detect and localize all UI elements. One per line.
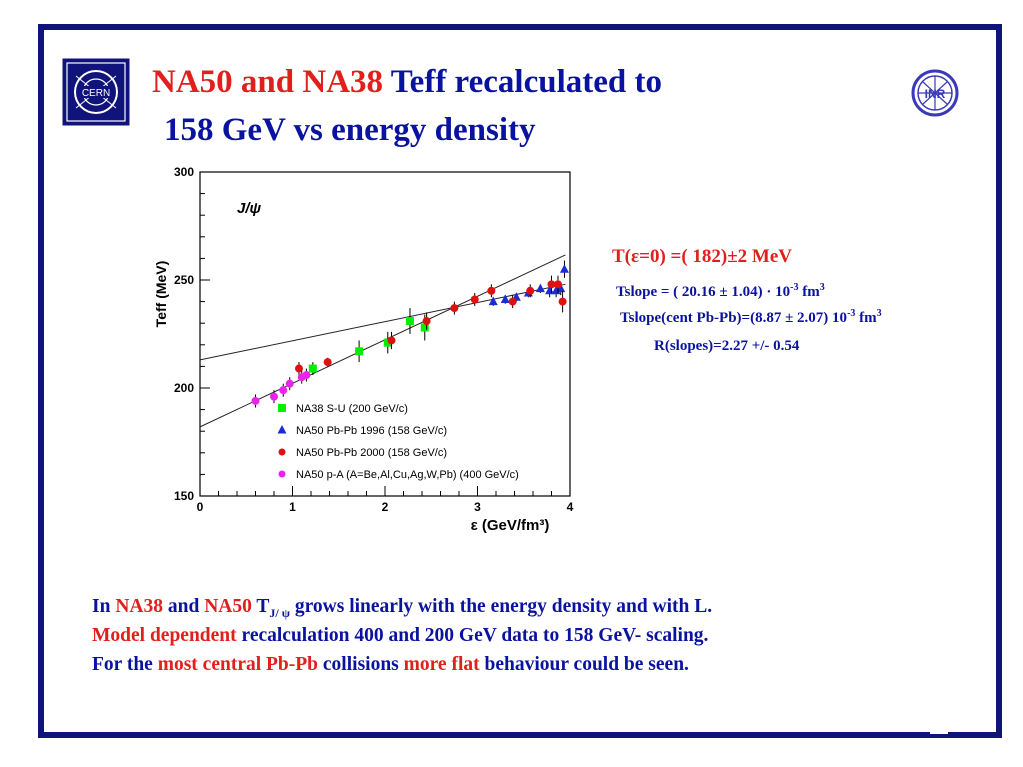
data-point: [405, 317, 414, 326]
legend-label: NA50 Pb-Pb 1996 (158 GeV/c): [296, 425, 447, 437]
inr-logo: INR: [911, 69, 959, 117]
legend-marker: [277, 425, 287, 434]
title-rest: Teff recalculated to: [383, 64, 662, 100]
data-point: [559, 264, 569, 273]
data-point: [355, 347, 364, 356]
data-point: [308, 364, 317, 373]
data-point: [323, 358, 332, 367]
data-series: [294, 275, 567, 376]
data-point: [500, 294, 510, 303]
tslope-formula: Tslope = ( 20.16 ± 1.04) · 10-3 fm3: [616, 282, 825, 301]
title-highlight: NA50 and NA38: [152, 64, 384, 100]
data-point: [450, 304, 459, 313]
chart-title: J/ψ: [237, 200, 262, 217]
data-series: [251, 368, 311, 408]
legend-label: NA50 p-A (A=Be,Al,Cu,Ag,W,Pb) (400 GeV/c…: [296, 469, 519, 481]
data-point: [270, 392, 278, 401]
data-point: [556, 283, 566, 293]
tslope-central-formula: Tslope(cent Pb-Pb)=(8.87 ± 2.07) 10-3 fm…: [620, 308, 882, 327]
data-point: [547, 280, 556, 289]
teff-vs-energy-density-chart: 150 200 250 300 0 1 2 3 4 Teff (MeV) ε (GeV/fm³) J/…: [153, 165, 574, 534]
svg-text:INR: INR: [925, 87, 946, 101]
chart-legend: NA38 S-U (200 GeV/c) NA50 Pb-Pb 1996 (158…: [277, 403, 519, 481]
x-tick-label: 1: [289, 500, 296, 514]
conclusion-text: In NA38 and NA50 TJ/ ψ grows linearly wi…: [92, 592, 712, 679]
y-axis-label: Teff (MeV): [153, 261, 169, 328]
data-point: [535, 283, 545, 293]
slide-title: NA50 and NA38 Teff recalculated to 158 G…: [152, 58, 662, 154]
data-point: [387, 336, 396, 345]
x-tick-label: 0: [197, 500, 204, 514]
y-tick-label: 250: [174, 273, 194, 287]
title-line2: 158 GeV vs energy density: [164, 112, 536, 148]
rslopes-formula: R(slopes)=2.27 +/- 0.54: [654, 338, 800, 354]
y-tick-label: 300: [174, 165, 194, 179]
data-point: [487, 286, 496, 295]
cern-logo: CERN: [62, 58, 130, 126]
x-tick-label: 4: [567, 500, 574, 514]
data-point: [553, 280, 562, 289]
data-point: [251, 396, 260, 405]
data-point: [279, 386, 288, 395]
data-point: [558, 297, 567, 306]
y-tick-label: 150: [174, 489, 194, 503]
legend-marker: [278, 404, 286, 412]
x-tick-label: 3: [474, 500, 481, 514]
data-point: [422, 317, 431, 326]
conclusion-line-2: Model dependent recalculation 400 and 20…: [92, 625, 709, 646]
data-point: [294, 364, 303, 373]
conclusion-line-1: In NA38 and NA50 TJ/ ψ grows linearly wi…: [92, 596, 713, 620]
t-at-zero-formula: T(ε=0) =( 182)±2 MeV: [612, 246, 793, 267]
fit-line: [199, 283, 566, 361]
fit-line: [199, 254, 566, 428]
frame-notch: [930, 722, 948, 734]
legend-label: NA50 Pb-Pb 2000 (158 GeV/c): [296, 447, 447, 459]
data-point: [526, 286, 535, 295]
data-point: [470, 295, 479, 304]
x-axis-label: ε (GeV/fm³): [471, 517, 550, 534]
legend-label: NA38 S-U (200 GeV/c): [296, 403, 408, 415]
svg-text:CERN: CERN: [82, 88, 110, 99]
data-point: [383, 338, 392, 347]
x-tick-label: 2: [382, 500, 389, 514]
conclusion-line-3: For the most central Pb-Pb collisions mo…: [92, 654, 689, 675]
data-point: [285, 379, 294, 388]
data-point: [420, 323, 429, 332]
slide-frame: [38, 24, 1002, 738]
legend-marker: [278, 448, 286, 456]
legend-marker: [278, 470, 286, 478]
y-tick-label: 200: [174, 381, 194, 395]
data-point: [508, 297, 517, 306]
data-point: [488, 296, 498, 306]
data-point: [302, 371, 311, 380]
